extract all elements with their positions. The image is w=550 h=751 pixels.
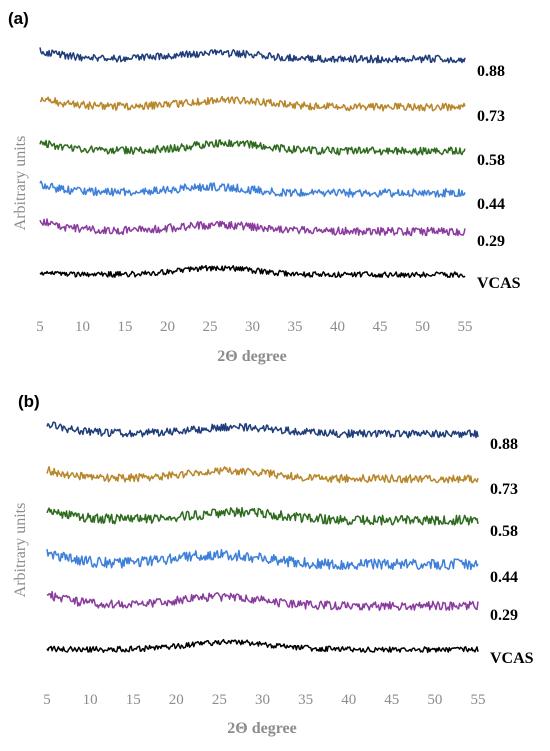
panel-b: (b) Arbitrary units 0.88 0.73 0.58 0.44 0.29… bbox=[12, 392, 534, 737]
series-line-0-58 bbox=[39, 139, 466, 156]
series-label-0-44: 0.44 bbox=[477, 196, 505, 213]
series-line-vcas bbox=[39, 264, 466, 279]
series-label-vcas: VCAS bbox=[490, 650, 534, 667]
panel-b-series-group bbox=[46, 421, 479, 654]
series-line-0-44 bbox=[39, 180, 466, 198]
panel-a: (a) Arbitrary units 0.88 0.73 0.58 0.44 0.29… bbox=[8, 9, 521, 365]
series-label-0-58: 0.58 bbox=[490, 523, 518, 540]
x-tick-label: 40 bbox=[341, 692, 356, 708]
x-tick-label: 55 bbox=[458, 319, 473, 335]
series-label-0-88: 0.88 bbox=[477, 63, 505, 80]
x-tick-label: 50 bbox=[427, 692, 442, 708]
panel-b-label: (b) bbox=[18, 392, 40, 411]
x-tick-label: 25 bbox=[212, 692, 227, 708]
panel-b-series-labels: 0.88 0.73 0.58 0.44 0.29 VCAS bbox=[490, 436, 534, 667]
x-tick-label: 35 bbox=[298, 692, 313, 708]
series-label-0-73: 0.73 bbox=[490, 481, 518, 498]
x-tick-label: 5 bbox=[36, 319, 44, 335]
x-tick-label: 35 bbox=[288, 319, 303, 335]
x-tick-label: 45 bbox=[373, 319, 388, 335]
series-line-0-73 bbox=[39, 95, 466, 112]
x-tick-label: 40 bbox=[330, 319, 345, 335]
x-tick-label: 20 bbox=[169, 692, 184, 708]
series-label-vcas: VCAS bbox=[477, 275, 521, 292]
series-line-0-88 bbox=[39, 47, 466, 64]
x-tick-label: 45 bbox=[384, 692, 399, 708]
x-tick-label: 5 bbox=[43, 692, 51, 708]
panel-a-xlabel: 2Θ degree bbox=[217, 348, 286, 365]
series-line-0-29 bbox=[46, 590, 479, 611]
x-tick-label: 30 bbox=[245, 319, 260, 335]
series-label-0-88: 0.88 bbox=[490, 436, 518, 453]
panel-a-x-ticks: 5 10 15 20 25 30 35 40 45 50 55 bbox=[36, 319, 472, 335]
series-line-0-88 bbox=[46, 421, 479, 439]
x-tick-label: 55 bbox=[471, 692, 486, 708]
panel-a-label: (a) bbox=[8, 9, 29, 28]
series-line-0-73 bbox=[46, 466, 479, 484]
series-label-0-29: 0.29 bbox=[477, 233, 505, 250]
series-line-0-29 bbox=[39, 218, 466, 237]
series-line-0-58 bbox=[46, 507, 479, 526]
panel-a-series-group bbox=[39, 47, 466, 279]
panel-b-xlabel: 2Θ degree bbox=[227, 720, 296, 737]
x-tick-label: 10 bbox=[83, 692, 98, 708]
series-label-0-73: 0.73 bbox=[477, 108, 505, 125]
series-label-0-58: 0.58 bbox=[477, 152, 505, 169]
x-tick-label: 15 bbox=[118, 319, 133, 335]
series-line-0-44 bbox=[46, 548, 479, 571]
x-tick-label: 25 bbox=[203, 319, 218, 335]
series-label-0-44: 0.44 bbox=[490, 569, 518, 586]
series-label-0-29: 0.29 bbox=[490, 607, 518, 624]
x-tick-label: 15 bbox=[126, 692, 141, 708]
panel-b-ylabel: Arbitrary units bbox=[12, 503, 29, 598]
panel-b-x-ticks: 5 10 15 20 25 30 35 40 45 50 55 bbox=[43, 692, 485, 708]
x-tick-label: 10 bbox=[75, 319, 90, 335]
panel-a-series-labels: 0.88 0.73 0.58 0.44 0.29 VCAS bbox=[477, 63, 521, 292]
x-tick-label: 30 bbox=[255, 692, 270, 708]
x-tick-label: 50 bbox=[415, 319, 430, 335]
panel-a-ylabel: Arbitrary units bbox=[12, 136, 29, 231]
x-tick-label: 20 bbox=[160, 319, 175, 335]
series-line-vcas bbox=[46, 638, 479, 654]
